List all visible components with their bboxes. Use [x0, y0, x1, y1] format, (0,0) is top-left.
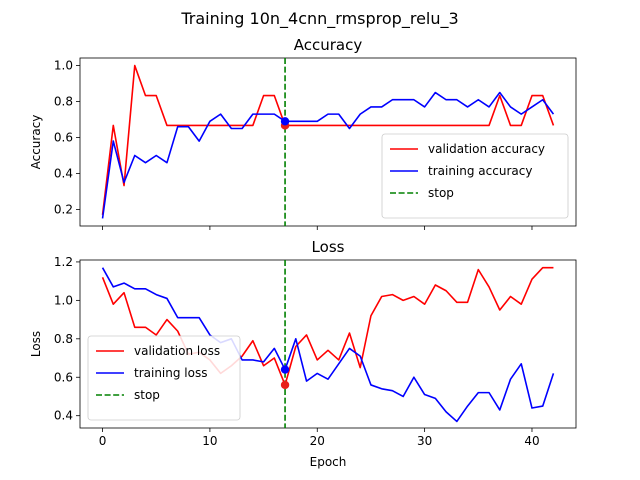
chart-title: Loss — [312, 238, 345, 256]
x-axis-label: Epoch — [310, 455, 347, 469]
legend-label: stop — [134, 388, 160, 402]
legend-box — [381, 133, 569, 219]
y-tick-label: 0.6 — [54, 131, 73, 145]
y-tick-label: 0.4 — [54, 166, 73, 180]
x-tick-label: 10 — [202, 434, 217, 448]
y-tick-label: 1.0 — [54, 59, 73, 73]
y-tick-label: 1.2 — [54, 255, 73, 269]
y-tick-label: 1.0 — [54, 293, 73, 307]
legend-label: training loss — [134, 366, 207, 380]
y-tick-label: 0.8 — [54, 95, 73, 109]
y-tick-label: 0.6 — [54, 370, 73, 384]
legend-label: validation loss — [134, 344, 220, 358]
stop-point-marker — [280, 380, 290, 390]
loss-subplot: Loss Loss Epoch 0 10 20 30 40 0.4 0.6 0.8 1.0 1.2 val… — [29, 238, 577, 469]
validation-loss-line — [101, 266, 554, 386]
x-tick-label: 0 — [99, 434, 107, 448]
legend-label: validation accuracy — [428, 142, 545, 156]
y-tick-label: 0.4 — [54, 409, 73, 423]
y-axis-label: Accuracy — [29, 115, 43, 170]
y-tick-label: 0.2 — [54, 202, 73, 216]
x-tick-label: 20 — [310, 434, 325, 448]
axes-frame — [79, 57, 577, 227]
stop-point-marker — [280, 117, 290, 126]
legend: validation accuracy training accuracy stop — [381, 133, 569, 219]
x-tick-label: 40 — [524, 434, 539, 448]
axes-frame — [79, 259, 577, 429]
validation-accuracy-line — [101, 64, 555, 215]
legend: validation loss training loss stop — [87, 335, 241, 421]
accuracy-subplot: Accuracy Accuracy 0.2 0.4 0.6 0.8 1.0 validatio… — [29, 36, 577, 230]
legend-label: training accuracy — [428, 164, 532, 178]
legend-label: stop — [428, 186, 454, 200]
figure-suptitle: Training 10n_4cnn_rmsprop_relu_3 — [180, 9, 458, 29]
legend-box — [87, 335, 241, 421]
training-accuracy-line — [101, 91, 555, 219]
chart-title: Accuracy — [294, 36, 363, 54]
x-tick-label: 30 — [417, 434, 432, 448]
y-tick-label: 0.8 — [54, 332, 73, 346]
stop-point-marker — [280, 365, 290, 374]
training-loss-line — [101, 267, 555, 423]
y-axis-label: Loss — [29, 331, 43, 357]
